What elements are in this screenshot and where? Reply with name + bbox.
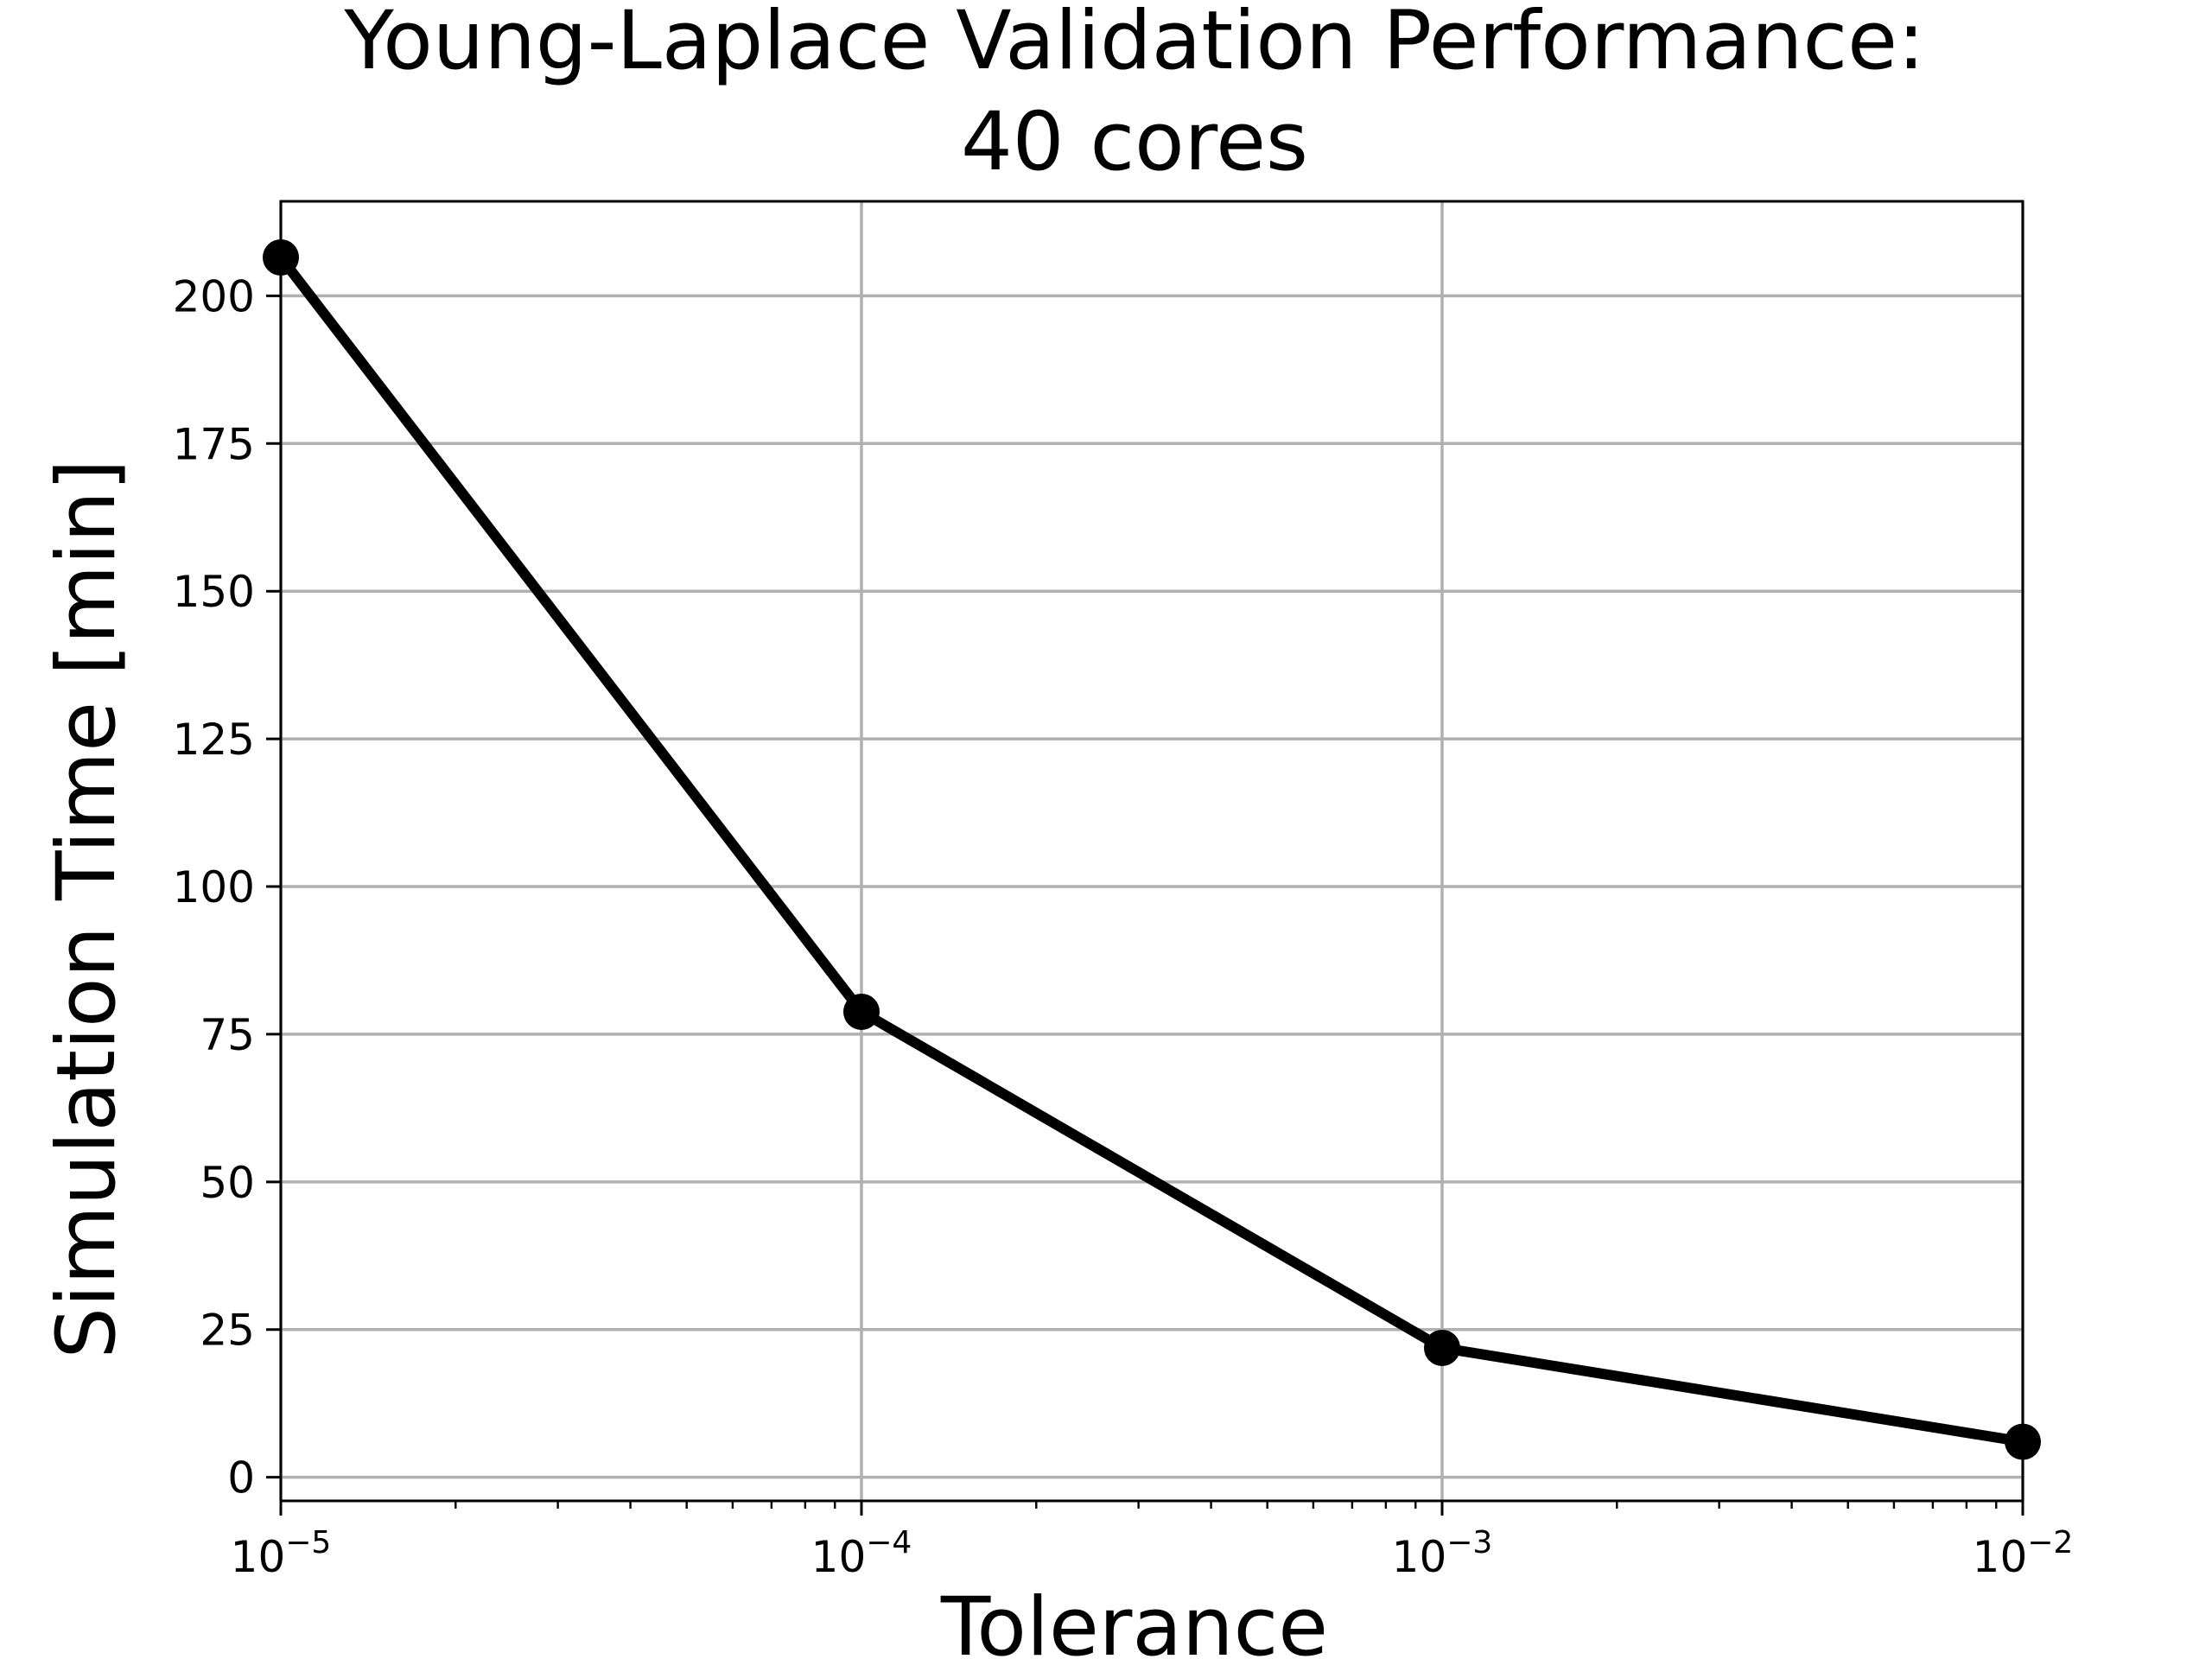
data-point <box>843 993 880 1030</box>
series-line <box>276 254 2024 1447</box>
y-tick-label: 50 <box>200 1158 255 1208</box>
plot-frame <box>279 200 2024 1503</box>
y-tick-label: 200 <box>173 271 255 321</box>
y-axis-label: Simulation Time [min] <box>40 459 134 1358</box>
x-axis-label: Tolerance <box>940 1580 1328 1659</box>
x-tick-label: 10−3 <box>1392 1525 1493 1582</box>
y-tick-label: 175 <box>173 419 255 469</box>
axis-ticks: 0 25 50 75 100 125 150 175 200 10−5 10−4 10−3 10−2 <box>173 271 2074 1582</box>
y-tick-label: 25 <box>200 1306 255 1356</box>
y-tick-label: 100 <box>173 862 255 912</box>
data-point <box>1424 1329 1460 1366</box>
chart-title-line1: Young-Laplace Validation Performance: <box>343 0 1924 88</box>
x-tick-label: 10−5 <box>231 1525 332 1582</box>
y-tick-label: 125 <box>173 715 255 765</box>
y-tick-label: 150 <box>173 567 255 617</box>
x-tick-label: 10−2 <box>1973 1525 2074 1582</box>
series-layer <box>263 238 2041 1460</box>
y-tick-label: 0 <box>227 1453 255 1503</box>
y-tick-label: 75 <box>200 1010 255 1060</box>
grid <box>279 201 2024 1501</box>
chart-title-line2: 40 cores <box>961 95 1308 189</box>
x-tick-label: 10−4 <box>811 1525 912 1582</box>
